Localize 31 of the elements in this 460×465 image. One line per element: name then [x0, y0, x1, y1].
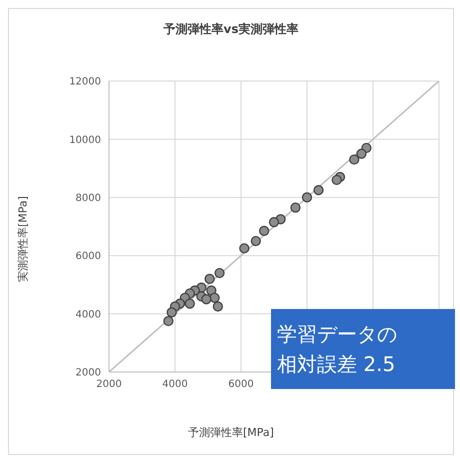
annotation: 学習データの	[277, 321, 398, 348]
point	[239, 243, 250, 254]
x-axis-title: 予測弾性率[MPa]	[187, 425, 275, 440]
y-tick-label: 10000	[69, 134, 101, 146]
y-tick-label: 4000	[76, 309, 101, 320]
point	[212, 301, 223, 312]
x-tick-label: 6000	[228, 379, 254, 390]
point	[290, 202, 301, 213]
y-tick-label: 8000	[76, 192, 101, 204]
point	[250, 236, 261, 246]
point	[214, 268, 225, 278]
y-tick-label: 12000	[69, 76, 101, 88]
x-tick-label: 4000	[162, 379, 188, 390]
point	[356, 148, 367, 159]
x-tick-label: 2000	[96, 379, 122, 390]
point	[302, 192, 312, 202]
point	[268, 217, 280, 228]
point	[204, 274, 215, 284]
y-tick-label: 6000	[76, 251, 101, 262]
y-tick-label: 2000	[76, 368, 101, 379]
point	[259, 226, 270, 236]
point	[313, 185, 324, 196]
point	[184, 298, 195, 309]
point	[332, 174, 342, 186]
point	[166, 307, 177, 318]
annotation: 相対誤差 2.5	[277, 351, 396, 378]
point	[163, 316, 174, 326]
chart-title: 予測弾性率vs実測弾性率	[162, 21, 300, 38]
y-axis-title: 実測弾性率[MPa]	[16, 196, 30, 282]
point	[349, 154, 360, 165]
point	[201, 294, 212, 304]
